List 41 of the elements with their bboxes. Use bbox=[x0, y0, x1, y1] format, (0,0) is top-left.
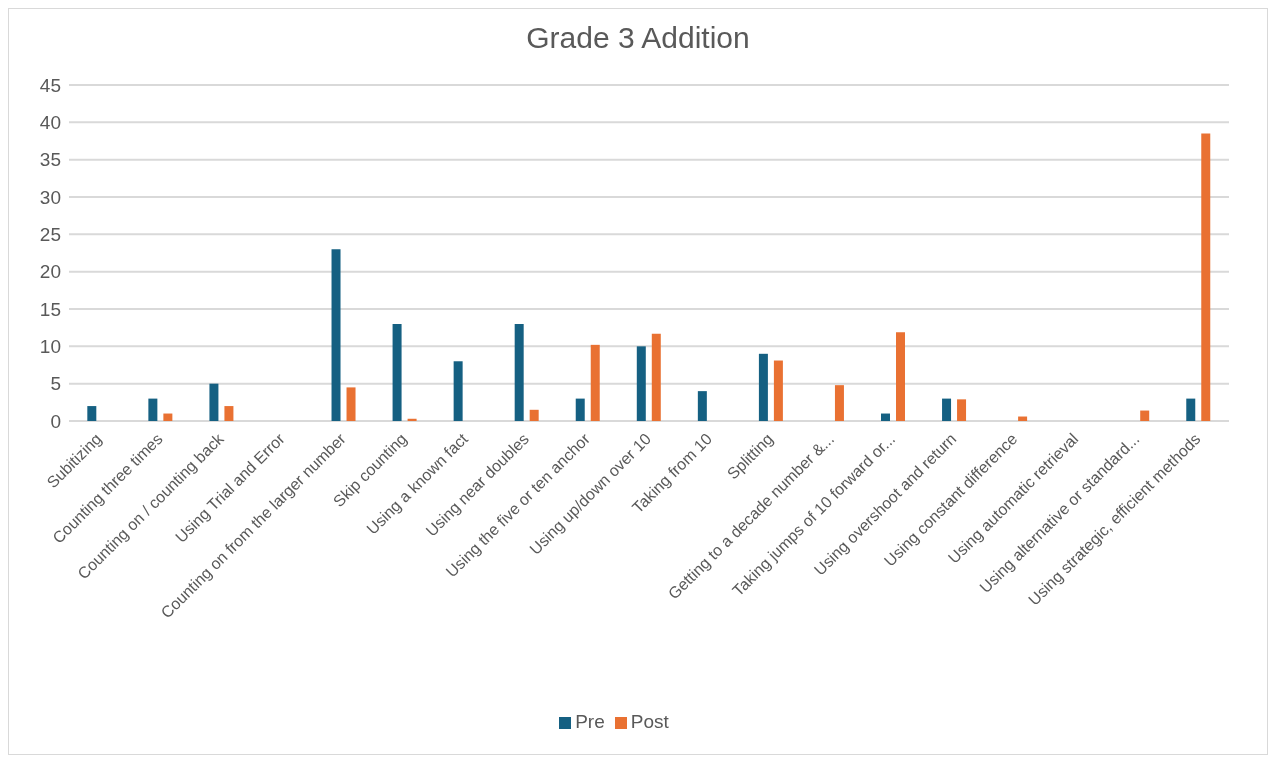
bar bbox=[942, 398, 952, 421]
y-tick-label: 5 bbox=[50, 373, 61, 395]
y-tick-label: 45 bbox=[39, 74, 61, 96]
bar bbox=[392, 323, 402, 421]
bar bbox=[758, 353, 768, 421]
bar bbox=[896, 332, 905, 421]
bar bbox=[1140, 410, 1150, 421]
bar bbox=[163, 413, 173, 421]
bar bbox=[881, 413, 890, 421]
bar bbox=[453, 361, 463, 421]
bar bbox=[1186, 398, 1196, 421]
legend-label: Pre bbox=[575, 711, 605, 732]
y-tick-label: 35 bbox=[39, 149, 61, 171]
bar bbox=[957, 399, 967, 421]
bar bbox=[773, 360, 783, 421]
bar bbox=[1201, 133, 1211, 421]
bar bbox=[590, 344, 600, 421]
bar bbox=[148, 398, 158, 421]
bar bbox=[1018, 416, 1028, 421]
bar bbox=[87, 406, 97, 421]
bar bbox=[209, 383, 219, 421]
bar bbox=[834, 385, 844, 421]
bar bbox=[575, 398, 585, 421]
y-tick-label: 25 bbox=[39, 224, 61, 246]
bar bbox=[331, 249, 341, 421]
y-tick-label: 30 bbox=[39, 186, 61, 208]
y-tick-label: 40 bbox=[39, 112, 61, 134]
bar bbox=[346, 387, 356, 421]
y-tick-label: 15 bbox=[39, 298, 61, 320]
bar bbox=[514, 323, 524, 421]
bar bbox=[224, 406, 234, 421]
y-tick-label: 0 bbox=[50, 410, 61, 432]
bar bbox=[651, 333, 661, 421]
chart-title: Grade 3 Addition bbox=[525, 20, 751, 56]
legend-label: Post bbox=[630, 711, 669, 732]
y-tick-label: 20 bbox=[39, 261, 61, 283]
y-tick-label: 10 bbox=[39, 336, 61, 358]
bar bbox=[636, 346, 646, 421]
bar bbox=[697, 391, 707, 421]
bar bbox=[529, 409, 539, 421]
bar bbox=[407, 418, 417, 421]
